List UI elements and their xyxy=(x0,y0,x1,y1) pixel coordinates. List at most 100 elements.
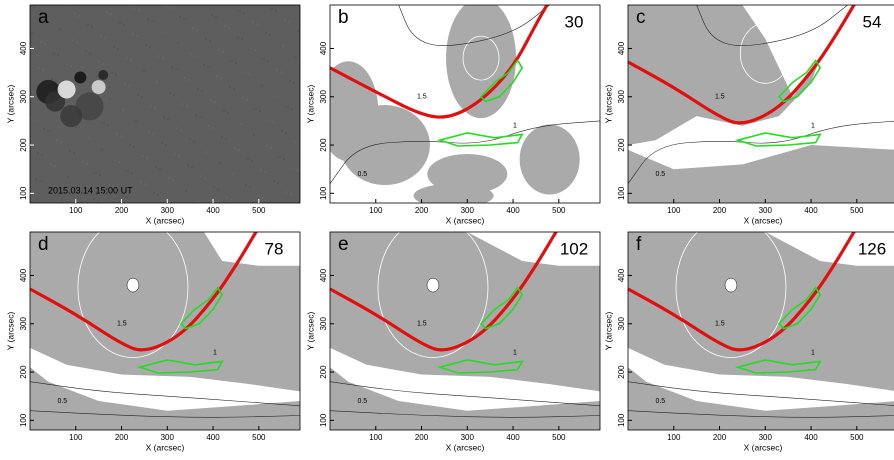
noise xyxy=(293,82,295,84)
y-tick-label: 200 xyxy=(319,365,328,379)
x-tick-label: 400 xyxy=(506,433,520,442)
noise xyxy=(42,69,44,71)
noise xyxy=(37,152,39,154)
noise xyxy=(57,54,59,56)
x-tick-label: 500 xyxy=(252,433,266,442)
noise xyxy=(210,99,212,101)
noise xyxy=(225,138,227,140)
y-tick-label: 400 xyxy=(617,268,626,282)
noise xyxy=(82,161,84,163)
noise xyxy=(241,38,243,40)
noise xyxy=(44,43,46,45)
contour-label: 1 xyxy=(811,350,815,357)
noise xyxy=(211,14,213,16)
noise xyxy=(295,56,297,58)
noise xyxy=(285,132,287,134)
noise xyxy=(149,46,151,48)
noise xyxy=(192,27,194,29)
noise xyxy=(118,161,120,163)
noise xyxy=(292,167,294,169)
noise xyxy=(32,91,34,93)
x-axis-title: X (arcsec) xyxy=(744,442,783,452)
x-tick-label: 400 xyxy=(206,433,220,442)
noise xyxy=(259,110,261,112)
noise xyxy=(195,114,197,116)
noise xyxy=(265,32,267,34)
height-label: 78 xyxy=(265,239,284,258)
noise xyxy=(263,58,265,60)
noise xyxy=(165,144,167,146)
noise xyxy=(291,108,293,110)
noise xyxy=(144,183,146,185)
noise xyxy=(120,135,122,137)
panel: 0.511.5 xyxy=(628,0,894,203)
noise xyxy=(235,62,237,64)
x-tick-label: 100 xyxy=(369,433,383,442)
y-tick-label: 400 xyxy=(19,268,28,282)
y-axis-title: Y (arcsec) xyxy=(305,312,315,351)
noise xyxy=(264,171,266,173)
noise xyxy=(239,10,241,12)
noise xyxy=(53,52,55,54)
noise xyxy=(177,42,179,44)
x-tick-label: 500 xyxy=(252,206,266,215)
noise xyxy=(197,88,199,90)
spot xyxy=(60,105,82,127)
noise xyxy=(296,169,298,171)
noise xyxy=(282,45,284,47)
y-axis-title: Y (arcsec) xyxy=(5,312,15,351)
y-tick-label: 200 xyxy=(617,365,626,379)
y-tick-label: 100 xyxy=(319,186,328,200)
noise xyxy=(102,63,104,65)
height-label: 30 xyxy=(565,12,584,31)
noise xyxy=(163,116,165,118)
noise xyxy=(222,51,224,53)
x-tick-label: 400 xyxy=(506,206,520,215)
noise xyxy=(69,150,71,152)
y-tick-label: 300 xyxy=(617,317,626,331)
noise xyxy=(116,133,118,135)
y-tick-label: 300 xyxy=(617,90,626,104)
x-tick-label: 500 xyxy=(552,206,566,215)
noise xyxy=(142,155,144,157)
y-tick-label: 400 xyxy=(617,41,626,55)
noise xyxy=(274,95,276,97)
noise xyxy=(269,34,271,36)
core xyxy=(427,278,439,292)
noise xyxy=(229,86,231,88)
core xyxy=(127,278,139,292)
noise xyxy=(97,200,99,202)
noise xyxy=(194,55,196,57)
noise xyxy=(174,153,176,155)
caption: 2015.03.14 15:00 UT xyxy=(48,185,133,195)
noise xyxy=(56,139,58,141)
noise xyxy=(193,140,195,142)
noise xyxy=(169,92,171,94)
x-axis-title: X (arcsec) xyxy=(146,442,185,452)
noise xyxy=(237,36,239,38)
noise xyxy=(172,179,174,181)
noise xyxy=(243,12,245,14)
noise xyxy=(115,74,117,76)
noise xyxy=(156,81,158,83)
panel-label: d xyxy=(38,234,49,255)
noise xyxy=(50,163,52,165)
noise xyxy=(145,44,147,46)
noise xyxy=(125,196,127,198)
noise xyxy=(209,40,211,42)
noise xyxy=(55,80,57,82)
noise xyxy=(254,49,256,51)
x-axis-title: X (arcsec) xyxy=(446,215,485,225)
panel-label: a xyxy=(38,7,49,28)
noise xyxy=(132,33,134,35)
noise xyxy=(60,141,62,143)
x-tick-label: 300 xyxy=(461,206,475,215)
noise xyxy=(286,191,288,193)
spot xyxy=(92,80,106,94)
noise xyxy=(41,154,43,156)
noise xyxy=(178,155,180,157)
noise xyxy=(122,109,124,111)
noise xyxy=(281,130,283,132)
noise xyxy=(107,124,109,126)
contour-label: 1 xyxy=(811,123,815,130)
